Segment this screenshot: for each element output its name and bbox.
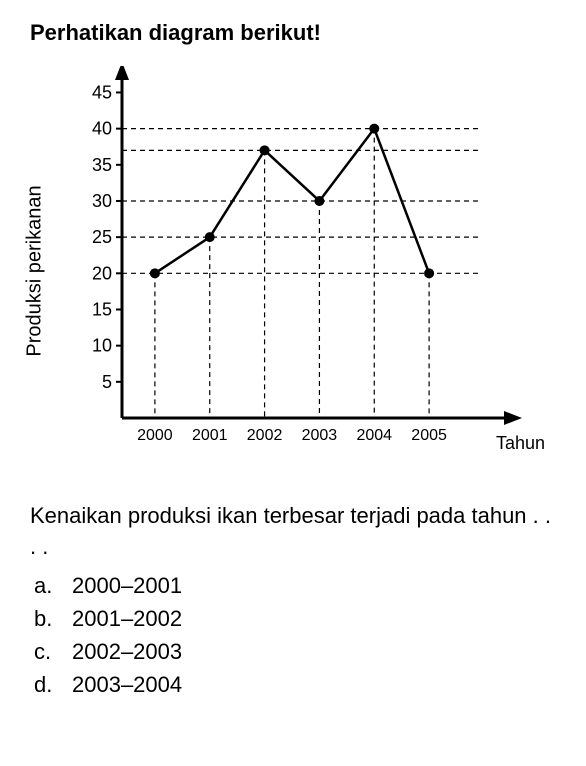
svg-text:30: 30 — [92, 191, 112, 211]
x-axis-label: Tahun — [496, 433, 545, 454]
option-letter: a. — [34, 569, 54, 602]
svg-text:2002: 2002 — [247, 427, 283, 444]
line-chart: Produksi perikanan 510152025303540452000… — [50, 66, 530, 476]
svg-text:2005: 2005 — [411, 427, 447, 444]
option-b: b. 2001–2002 — [30, 602, 556, 635]
option-letter: d. — [34, 668, 54, 701]
svg-text:2003: 2003 — [302, 427, 338, 444]
svg-text:35: 35 — [92, 155, 112, 175]
answer-options: a. 2000–2001 b. 2001–2002 c. 2002–2003 d… — [30, 569, 556, 701]
option-d: d. 2003–2004 — [30, 668, 556, 701]
option-text: 2002–2003 — [72, 635, 182, 668]
question-text: Kenaikan produksi ikan terbesar terjadi … — [30, 501, 556, 563]
svg-text:20: 20 — [92, 263, 112, 283]
svg-text:15: 15 — [92, 299, 112, 319]
y-axis-label: Produksi perikanan — [24, 185, 47, 356]
option-text: 2001–2002 — [72, 602, 182, 635]
option-a: a. 2000–2001 — [30, 569, 556, 602]
option-letter: c. — [34, 635, 54, 668]
option-letter: b. — [34, 602, 54, 635]
svg-text:45: 45 — [92, 82, 112, 102]
instruction-title: Perhatikan diagram berikut! — [30, 20, 556, 46]
option-text: 2000–2001 — [72, 569, 182, 602]
svg-text:2000: 2000 — [137, 427, 173, 444]
option-c: c. 2002–2003 — [30, 635, 556, 668]
svg-text:40: 40 — [92, 119, 112, 139]
svg-text:2001: 2001 — [192, 427, 228, 444]
option-text: 2003–2004 — [72, 668, 182, 701]
svg-text:25: 25 — [92, 227, 112, 247]
svg-text:2004: 2004 — [356, 427, 392, 444]
svg-text:5: 5 — [102, 372, 112, 392]
chart-svg: 5 10 15 20 25 30 35 40 45 2000 2001 2002 2003 2004 200… — [50, 66, 530, 476]
svg-text:10: 10 — [92, 336, 112, 356]
